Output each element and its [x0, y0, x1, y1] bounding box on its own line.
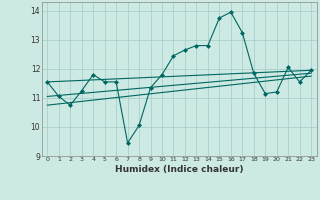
X-axis label: Humidex (Indice chaleur): Humidex (Indice chaleur)	[115, 165, 244, 174]
